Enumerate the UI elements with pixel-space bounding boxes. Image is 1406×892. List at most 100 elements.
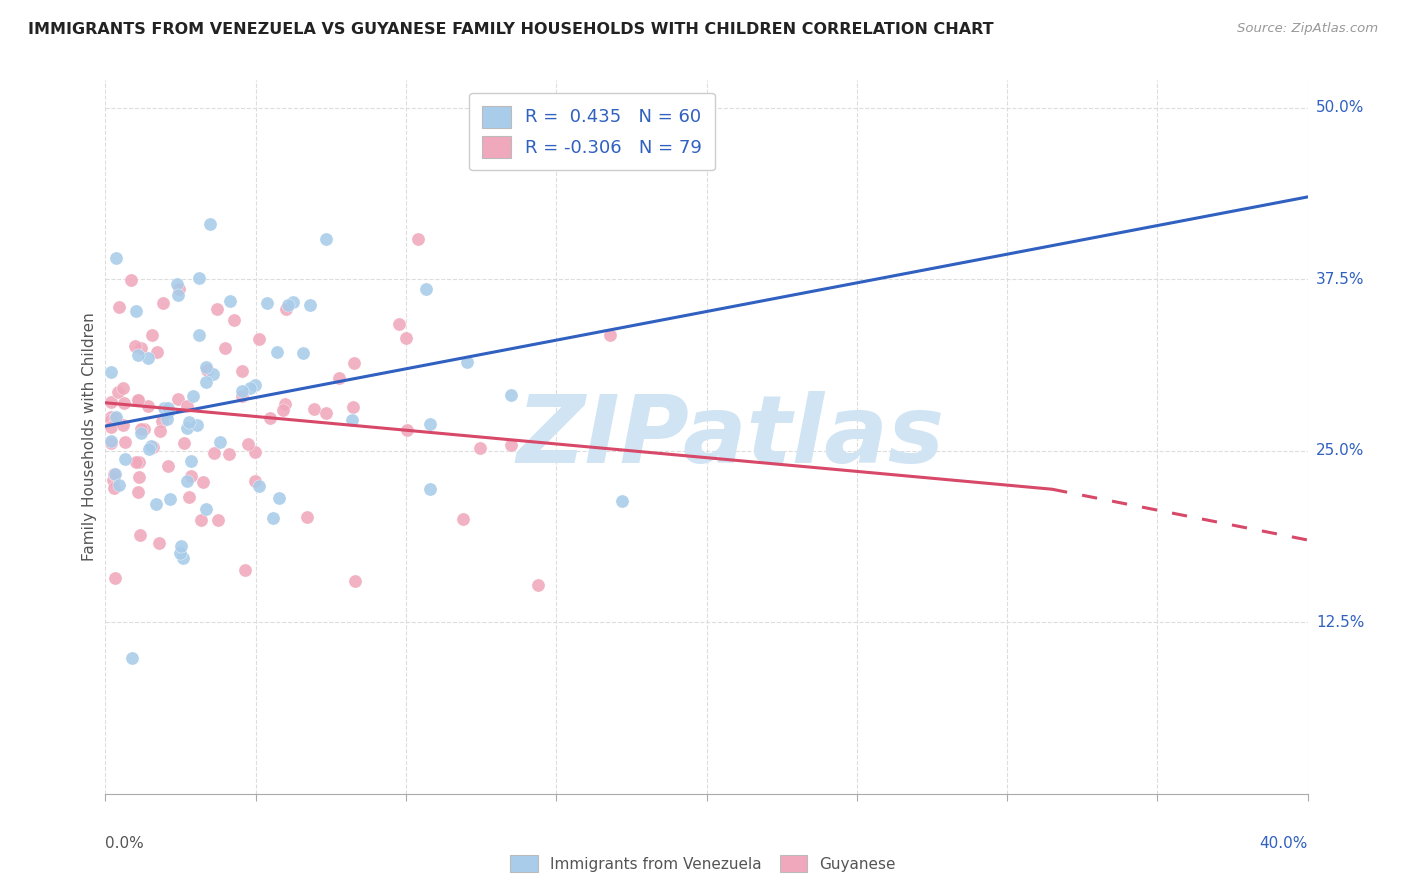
Point <box>180 453 202 467</box>
Point <box>129 341 152 355</box>
Point <box>453 512 475 526</box>
Point <box>125 454 148 468</box>
Point <box>159 491 181 506</box>
Point <box>340 413 363 427</box>
Point <box>243 474 266 488</box>
Point <box>342 401 364 415</box>
Point <box>194 502 217 516</box>
Point <box>343 356 366 370</box>
Point <box>152 296 174 310</box>
Point <box>150 414 173 428</box>
Point <box>186 418 208 433</box>
Point <box>177 490 200 504</box>
Point <box>599 328 621 343</box>
Point <box>104 411 127 425</box>
Point <box>112 396 135 410</box>
Point <box>114 434 136 449</box>
Point <box>181 389 204 403</box>
Point <box>259 411 281 425</box>
Point <box>176 400 198 414</box>
Point <box>266 344 288 359</box>
Point <box>127 393 149 408</box>
Point <box>239 381 262 395</box>
Point <box>127 348 149 362</box>
Point <box>128 470 150 484</box>
Point <box>125 304 148 318</box>
Point <box>100 365 122 379</box>
Point <box>195 363 218 377</box>
Point <box>388 317 411 331</box>
Point <box>292 345 315 359</box>
Point <box>247 333 270 347</box>
Point <box>205 301 228 316</box>
Point <box>328 371 350 385</box>
Point <box>157 405 180 419</box>
Point <box>100 419 122 434</box>
Point <box>142 441 165 455</box>
Text: 0.0%: 0.0% <box>105 836 145 851</box>
Point <box>231 364 253 378</box>
Point <box>231 389 253 403</box>
Point <box>273 402 295 417</box>
Point <box>167 282 190 296</box>
Point <box>176 474 198 488</box>
Point <box>193 475 215 489</box>
Point <box>124 339 146 353</box>
Point <box>299 298 322 312</box>
Point <box>167 392 190 406</box>
Text: Source: ZipAtlas.com: Source: ZipAtlas.com <box>1237 22 1378 36</box>
Point <box>107 385 129 400</box>
Point <box>100 413 122 427</box>
Legend: Immigrants from Venezuela, Guyanese: Immigrants from Venezuela, Guyanese <box>502 847 904 880</box>
Text: 37.5%: 37.5% <box>1316 272 1364 286</box>
Point <box>610 494 633 508</box>
Point <box>499 438 522 452</box>
Text: ZIPatlas: ZIPatlas <box>516 391 945 483</box>
Point <box>103 467 125 481</box>
Point <box>128 455 150 469</box>
Point <box>172 551 194 566</box>
Point <box>194 359 217 374</box>
Point <box>107 478 129 492</box>
Point <box>304 402 326 417</box>
Point <box>238 437 260 451</box>
Point <box>104 467 127 482</box>
Point <box>134 422 156 436</box>
Point <box>395 423 418 437</box>
Point <box>276 301 298 316</box>
Point <box>295 510 318 524</box>
Point <box>148 535 170 549</box>
Point <box>129 425 152 440</box>
Point <box>127 393 149 408</box>
Point <box>100 409 122 424</box>
Point <box>256 296 278 310</box>
Point <box>247 479 270 493</box>
Point <box>214 342 236 356</box>
Point <box>145 497 167 511</box>
Point <box>198 217 221 231</box>
Point <box>100 434 122 448</box>
Point <box>201 367 224 381</box>
Text: 50.0%: 50.0% <box>1316 100 1364 115</box>
Point <box>209 435 232 450</box>
Point <box>315 406 337 420</box>
Point <box>218 293 240 308</box>
Point <box>419 482 441 496</box>
Point <box>190 513 212 527</box>
Point <box>315 232 337 246</box>
Point <box>104 251 127 265</box>
Point <box>456 355 478 369</box>
Point <box>169 546 191 560</box>
Point <box>166 277 188 291</box>
Point <box>188 327 211 342</box>
Point <box>243 378 266 392</box>
Point <box>156 401 179 416</box>
Point <box>274 397 297 411</box>
Point <box>243 445 266 459</box>
Point <box>269 491 291 505</box>
Text: 25.0%: 25.0% <box>1316 443 1364 458</box>
Point <box>188 270 211 285</box>
Text: IMMIGRANTS FROM VENEZUELA VS GUYANESE FAMILY HOUSEHOLDS WITH CHILDREN CORRELATIO: IMMIGRANTS FROM VENEZUELA VS GUYANESE FA… <box>28 22 994 37</box>
Point <box>156 412 179 426</box>
Point <box>176 421 198 435</box>
